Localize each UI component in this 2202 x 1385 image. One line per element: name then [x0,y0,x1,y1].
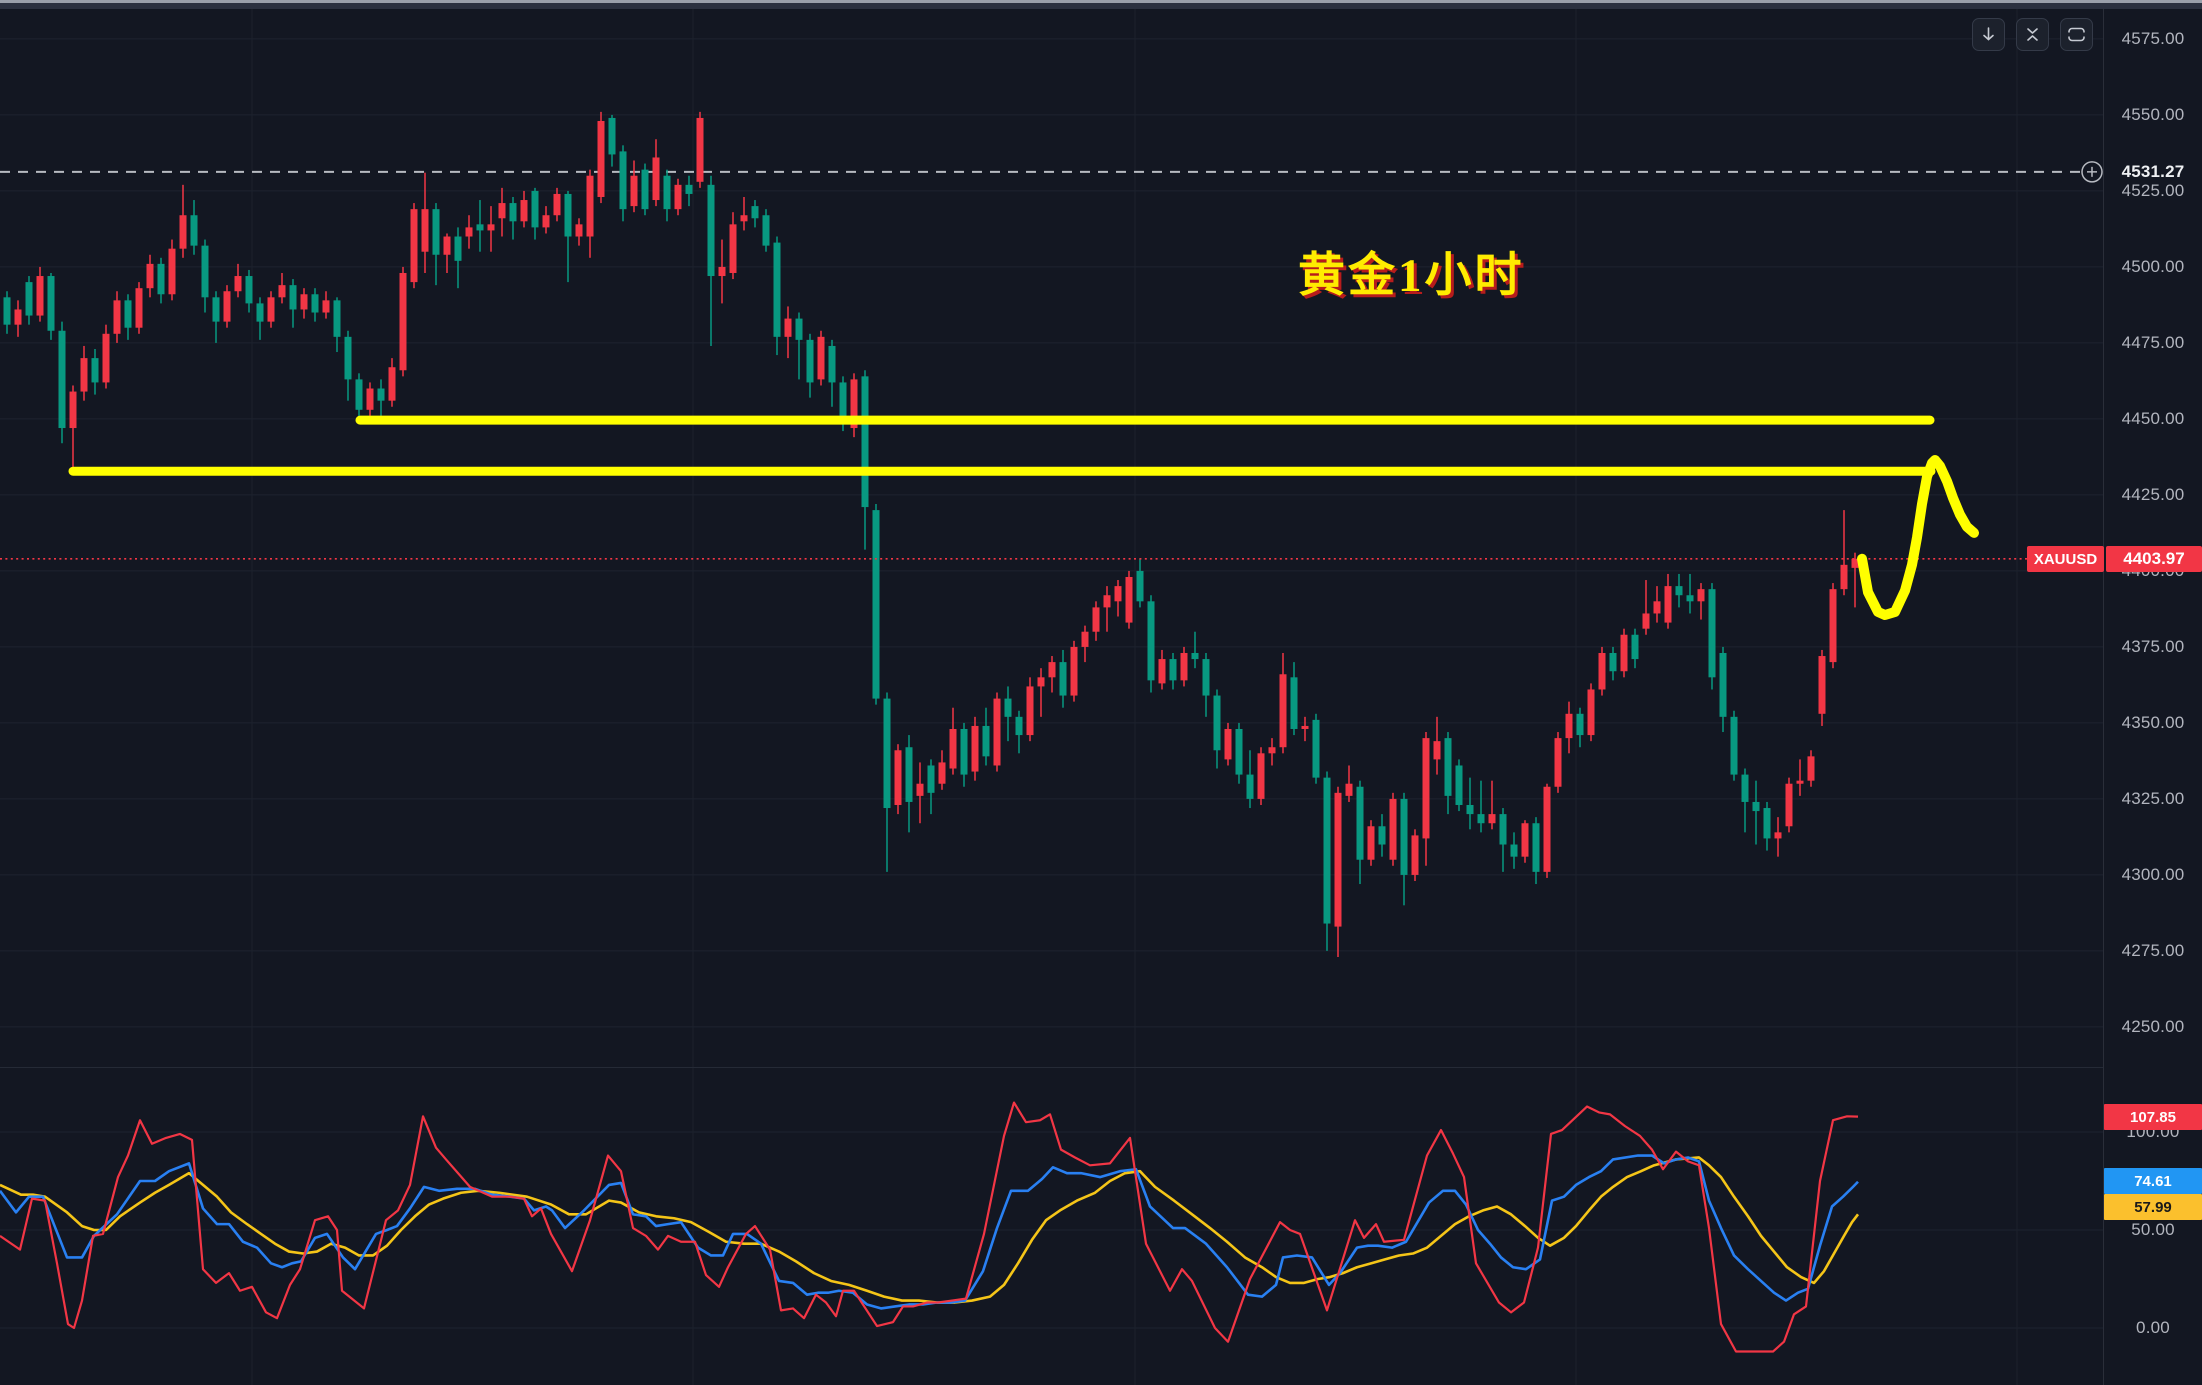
collapse-pane-button[interactable] [2016,18,2049,51]
maximize-frame-icon [2067,26,2086,43]
price-tick: 4450.00 [2121,408,2185,428]
scroll-to-recent-button[interactable] [1972,18,2005,51]
price-tick: 4300.00 [2121,864,2185,884]
price-tick: 4575.00 [2121,28,2185,48]
window-top-strip-shadow [0,3,2202,9]
price-axis-border [2103,0,2104,1385]
oscillator-yellow-value-label: 57.99 [2104,1194,2202,1220]
price-tick: 4350.00 [2121,712,2185,732]
price-tick: 4550.00 [2121,104,2185,124]
window-top-strip [0,0,2202,3]
price-tick: 4375.00 [2121,636,2185,656]
price-tick: 4531.27 [2121,161,2185,181]
oscillator-tick: 0.00 [2136,1318,2170,1337]
arrow-down-icon [1980,26,1997,43]
price-tick: 4525.00 [2121,180,2185,200]
price-tick: 4500.00 [2121,256,2185,276]
oscillator-red-value-label: 107.85 [2104,1104,2202,1130]
symbol-price-label: XAUUSD [2027,546,2104,572]
oscillator-blue-value-label: 74.61 [2104,1168,2202,1194]
price-tick: 4475.00 [2121,332,2185,352]
price-tick: 4250.00 [2121,1016,2185,1036]
oscillator-tick: 50.00 [2131,1220,2175,1239]
collapse-icon [2024,26,2041,43]
price-tick: 4275.00 [2121,940,2185,960]
last-price-label: 4403.97 [2106,546,2202,572]
pane-divider[interactable] [0,1067,2103,1068]
price-tick: 4325.00 [2121,788,2185,808]
maximize-pane-button[interactable] [2060,18,2093,51]
price-tick: 4425.00 [2121,484,2185,504]
chart-title-annotation: 黄金1小时 [1298,250,1525,302]
